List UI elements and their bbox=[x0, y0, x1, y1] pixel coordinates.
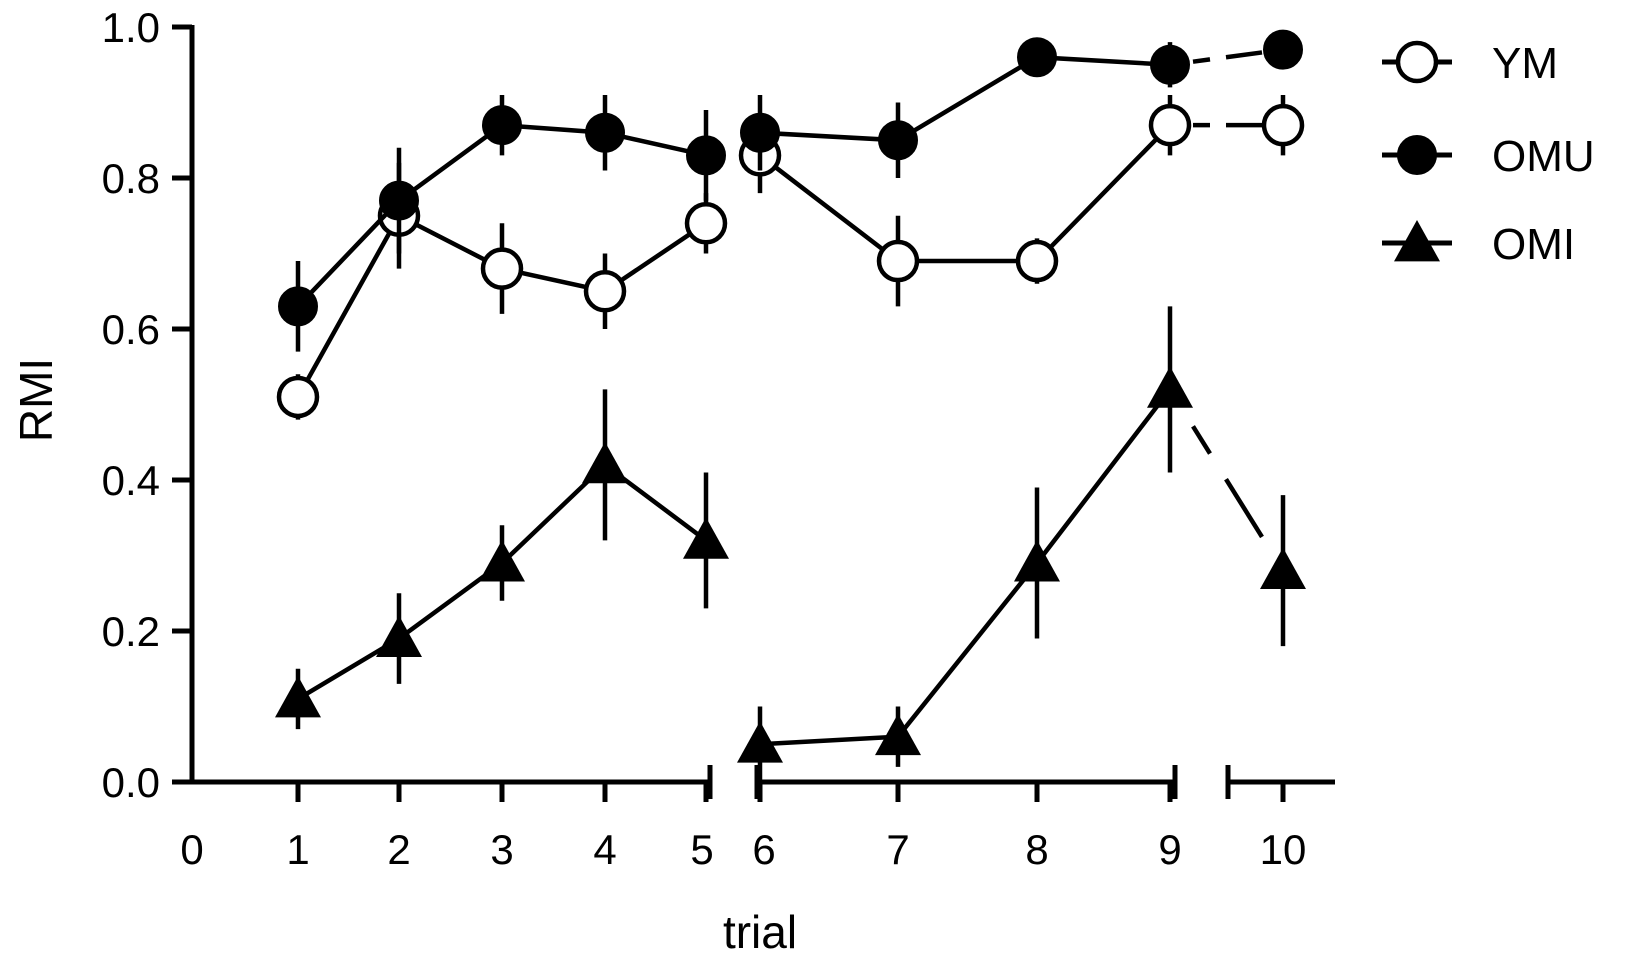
break-stub bbox=[1191, 425, 1212, 455]
data-point bbox=[582, 441, 628, 484]
break-stub bbox=[1224, 478, 1264, 539]
y-tick-label: 0.0 bbox=[102, 759, 160, 806]
data-point bbox=[1147, 366, 1193, 408]
legend-marker bbox=[1397, 135, 1437, 175]
break-stub bbox=[1225, 50, 1263, 60]
data-point bbox=[583, 270, 627, 313]
legend-marker bbox=[1395, 40, 1439, 84]
data-point bbox=[276, 375, 320, 419]
x-tick-label: 6 bbox=[752, 826, 775, 873]
x-tick-label: 10 bbox=[1260, 826, 1307, 873]
data-point bbox=[480, 247, 524, 290]
x-tick-label: 0 bbox=[180, 826, 203, 873]
y-tick-label: 0.4 bbox=[102, 457, 160, 504]
legend-item-ym: YM bbox=[1382, 39, 1558, 88]
data-point bbox=[482, 105, 522, 146]
x-tick-label: 3 bbox=[490, 826, 513, 873]
y-tick-label: 0.2 bbox=[102, 608, 160, 655]
plot-area bbox=[275, 29, 1306, 782]
series-line bbox=[758, 123, 1172, 264]
data-point bbox=[875, 713, 921, 756]
x-tick-label: 7 bbox=[886, 826, 909, 873]
legend-label: OMU bbox=[1492, 132, 1595, 181]
data-point bbox=[479, 540, 525, 582]
data-point bbox=[1148, 103, 1192, 147]
legend-marker bbox=[1394, 220, 1440, 262]
y-tick-label: 1.0 bbox=[102, 4, 160, 51]
x-tick-label: 4 bbox=[593, 826, 616, 873]
data-point bbox=[1150, 44, 1190, 85]
legend-item-omu: OMU bbox=[1382, 132, 1595, 181]
y-axis-title: RMI bbox=[10, 358, 62, 442]
data-point bbox=[585, 112, 625, 153]
x-tick-label: 2 bbox=[387, 826, 410, 873]
data-point bbox=[1261, 103, 1305, 147]
data-point bbox=[1263, 29, 1303, 70]
data-point bbox=[1260, 547, 1306, 589]
x-tick-label: 1 bbox=[286, 826, 309, 873]
series-omu bbox=[278, 29, 1303, 352]
x-tick-label: 9 bbox=[1158, 826, 1181, 873]
data-point bbox=[737, 721, 783, 763]
series-omi bbox=[275, 306, 1306, 782]
data-point bbox=[878, 120, 918, 161]
axes: 0.0 0.2 0.4 0.6 0.8 1.0 0 1 2 3 4 5 6 7 8 9 10 bbox=[102, 4, 1335, 873]
legend: YM OMU OMI bbox=[1382, 39, 1595, 269]
break-stub bbox=[1192, 57, 1211, 64]
data-point bbox=[1015, 239, 1059, 283]
data-point bbox=[876, 239, 920, 283]
data-point bbox=[278, 286, 318, 327]
legend-label: YM bbox=[1492, 39, 1558, 88]
series-line bbox=[759, 54, 1171, 143]
x-tick-label: 5 bbox=[690, 826, 713, 873]
data-point bbox=[1017, 37, 1057, 78]
x-tick-label: 8 bbox=[1025, 826, 1048, 873]
data-point bbox=[376, 615, 422, 657]
data-point bbox=[379, 180, 419, 221]
legend-label: OMI bbox=[1492, 220, 1575, 269]
series-line bbox=[759, 388, 1172, 747]
x-axis-title: trial bbox=[723, 906, 797, 958]
legend-item-omi: OMI bbox=[1382, 220, 1575, 269]
data-point bbox=[1014, 540, 1060, 582]
data-point bbox=[740, 112, 780, 153]
y-tick-label: 0.6 bbox=[102, 306, 160, 353]
data-point bbox=[684, 202, 728, 245]
data-point bbox=[275, 675, 321, 718]
series-ym bbox=[276, 94, 1305, 420]
y-tick-label: 0.8 bbox=[102, 155, 160, 202]
data-point bbox=[683, 517, 729, 559]
data-point bbox=[686, 135, 726, 176]
